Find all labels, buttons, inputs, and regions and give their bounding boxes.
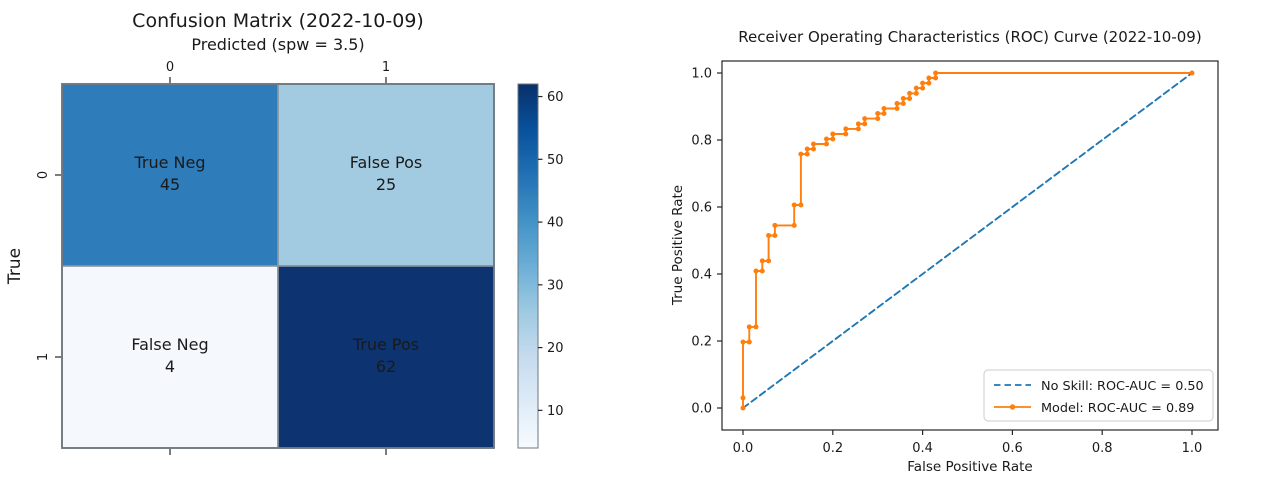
x-tick-label: 0.4 bbox=[912, 441, 933, 456]
colorbar-tick-label: 20 bbox=[547, 341, 564, 356]
matrix-cell: True Pos 62 bbox=[277, 265, 495, 449]
colorbar-gradient-bar bbox=[517, 83, 539, 449]
colorbar-tick-label: 40 bbox=[547, 216, 564, 231]
model-curve-markers bbox=[740, 70, 1195, 411]
cell-label: True Neg bbox=[133, 153, 205, 172]
legend-model-marker-sample bbox=[1009, 404, 1016, 410]
y-tick-label: 0.4 bbox=[691, 268, 712, 283]
cell-value: 4 bbox=[165, 357, 175, 376]
roc-ylabel: True Positive Rate bbox=[670, 185, 686, 306]
y-tick-label: 0.8 bbox=[691, 134, 712, 149]
colorbar-tick-label: 10 bbox=[547, 404, 564, 419]
roc-x-ticks: 0.0 0.2 0.4 0.6 0.8 1.0 bbox=[733, 430, 1203, 456]
x-tick-label: 0.2 bbox=[822, 441, 843, 456]
y-tick-label: 0.6 bbox=[691, 201, 712, 216]
legend-no-skill-label: No Skill: ROC-AUC = 0.50 bbox=[1041, 379, 1204, 394]
cell-label: False Pos bbox=[350, 153, 422, 172]
roc-legend: No Skill: ROC-AUC = 0.50 Model: ROC-AUC … bbox=[983, 369, 1214, 422]
colorbar-ticks: 10 20 30 40 50 60 bbox=[538, 90, 564, 419]
matrix-cell: False Pos 25 bbox=[277, 83, 495, 267]
matrix-cell: False Neg 4 bbox=[61, 265, 279, 449]
roc-panel: Receiver Operating Characteristics (ROC)… bbox=[670, 28, 1219, 475]
confusion-matrix-frame bbox=[61, 83, 495, 449]
legend-model-label: Model: ROC-AUC = 0.89 bbox=[1041, 401, 1194, 416]
legend-box bbox=[983, 369, 1214, 422]
roc-xlabel: False Positive Rate bbox=[907, 459, 1032, 475]
y-tick-label: 0 bbox=[36, 171, 51, 179]
roc-title: Receiver Operating Characteristics (ROC)… bbox=[738, 28, 1201, 46]
colorbar-tick-label: 60 bbox=[547, 90, 564, 105]
roc-series bbox=[740, 70, 1195, 411]
cell-value: 62 bbox=[376, 357, 396, 376]
x-tick-label: 0 bbox=[166, 60, 174, 75]
y-tick-label: 1.0 bbox=[691, 67, 712, 82]
matrix-cell: True Neg 45 bbox=[61, 83, 279, 267]
cell-value: 45 bbox=[160, 175, 180, 194]
x-tick-label: 1 bbox=[382, 60, 390, 75]
roc-y-ticks: 0.0 0.2 0.4 0.6 0.8 1.0 bbox=[691, 67, 722, 417]
x-tick-label: 0.0 bbox=[733, 441, 754, 456]
x-tick-label: 0.6 bbox=[1002, 441, 1023, 456]
cell-value: 25 bbox=[376, 175, 396, 194]
cell-label: False Neg bbox=[131, 335, 208, 354]
confusion-matrix-title: Confusion Matrix (2022-10-09) bbox=[132, 10, 424, 32]
y-tick-label: 0.2 bbox=[691, 335, 712, 350]
y-tick-label: 1 bbox=[36, 353, 51, 361]
confusion-matrix-y-ticks: 01 bbox=[36, 171, 62, 361]
colorbar-tick-label: 30 bbox=[547, 278, 564, 293]
colorbar: 10 20 30 40 50 60 bbox=[517, 83, 564, 449]
colorbar-tick-label: 50 bbox=[547, 153, 564, 168]
roc-axes-frame bbox=[721, 60, 1219, 431]
no-skill-line bbox=[742, 72, 1193, 409]
y-tick-label: 0.0 bbox=[691, 402, 712, 417]
x-tick-label: 0.8 bbox=[1092, 441, 1113, 456]
confusion-matrix-xlabel: Predicted (spw = 3.5) bbox=[191, 35, 364, 54]
confusion-matrix-ylabel: True bbox=[5, 248, 25, 285]
cell-label: True Pos bbox=[352, 335, 419, 354]
confusion-matrix-panel: Confusion Matrix (2022-10-09) Predicted … bbox=[5, 10, 564, 455]
confusion-matrix-cells: True Neg 45 False Pos 25 False Neg 4 True Pos 6… bbox=[61, 83, 495, 449]
x-tick-label: 1.0 bbox=[1182, 441, 1203, 456]
